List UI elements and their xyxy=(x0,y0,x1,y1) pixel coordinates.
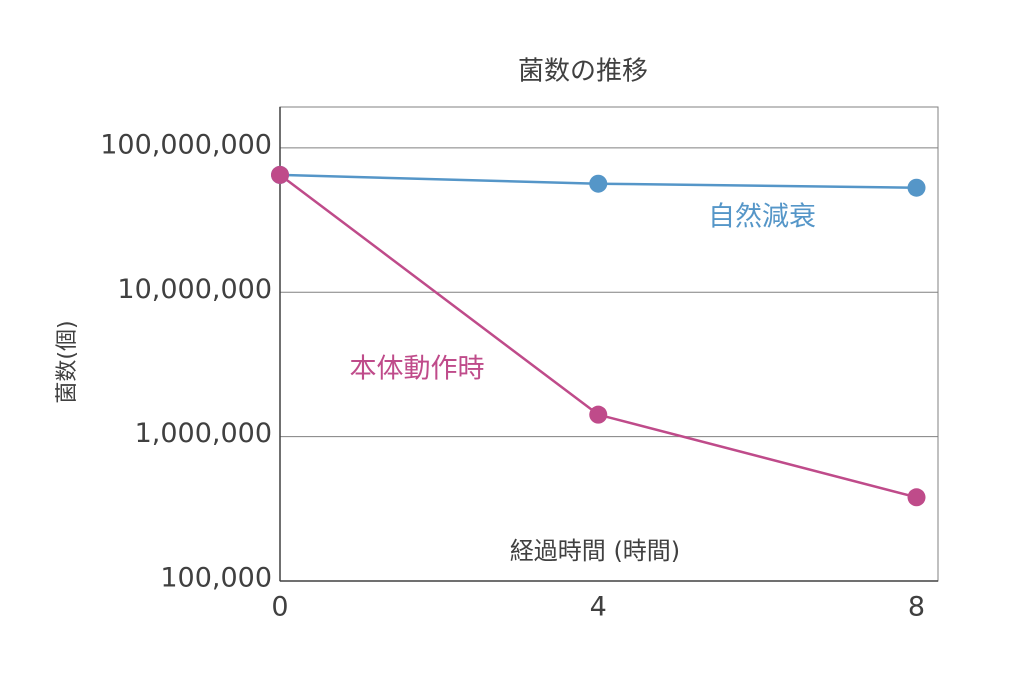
y-tick-label: 100,000 xyxy=(160,563,272,594)
x-tick-label: 8 xyxy=(908,592,925,623)
data-point xyxy=(907,178,926,197)
y-tick-label: 10,000,000 xyxy=(117,274,272,305)
x-tick-label: 0 xyxy=(271,592,288,623)
data-point xyxy=(907,488,926,507)
x-axis-label: 経過時間 (時間) xyxy=(510,537,680,565)
series-label: 自然減衰 xyxy=(708,202,816,233)
series-label: 本体動作時 xyxy=(350,354,485,385)
y-tick-label: 100,000,000 xyxy=(100,129,272,160)
x-tick-label: 4 xyxy=(590,592,607,623)
data-point xyxy=(271,165,289,184)
series-line xyxy=(279,173,917,499)
chart-title: 菌数の推移 xyxy=(518,57,648,87)
data-point xyxy=(589,174,608,193)
y-axis-label: 菌数(個) xyxy=(55,320,80,403)
y-tick-label: 1,000,000 xyxy=(135,418,272,449)
data-point xyxy=(589,405,608,424)
